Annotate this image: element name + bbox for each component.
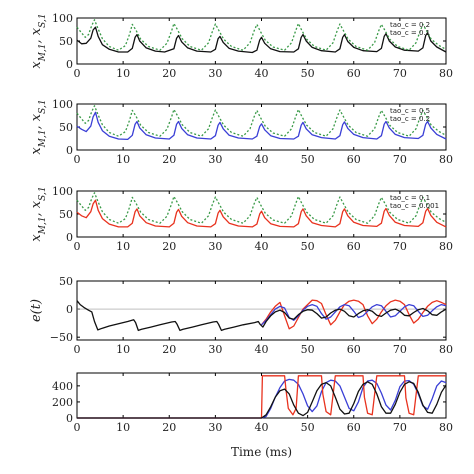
x-tick-label: 50 <box>301 153 315 166</box>
x-tick-label: 30 <box>208 67 222 80</box>
x-tick-label: 70 <box>393 421 407 434</box>
x-tick-label: 20 <box>162 67 176 80</box>
x-tick-label: 70 <box>393 67 407 80</box>
series-line-3 <box>76 300 447 332</box>
y-tick-label: 0 <box>66 412 73 425</box>
legend-entry: tao_c = 0.1 <box>390 194 430 202</box>
x-tick-label: 50 <box>301 421 315 434</box>
x-tick-label: 80 <box>439 343 453 356</box>
y-axis-label: xM,1, xS,1 <box>29 186 48 241</box>
x-tick-label: 40 <box>255 240 269 253</box>
x-tick-label: 0 <box>74 153 81 166</box>
y-axis-label: xM,1, xS,1 <box>29 13 48 68</box>
x-tick-label: 20 <box>162 240 176 253</box>
series-line-2 <box>76 192 447 224</box>
x-tick-label: 70 <box>393 343 407 356</box>
x-tick-label: 40 <box>255 421 269 434</box>
x-tick-label: 0 <box>74 240 81 253</box>
series-line-1 <box>76 111 447 141</box>
x-tick-label: 60 <box>347 343 361 356</box>
legend-entry: tao_c = 0.5 <box>390 107 430 115</box>
x-tick-label: 60 <box>347 67 361 80</box>
panel-c: 0 10 20 30 40 50 60 70 80 0 50 100 tao_c = 0.1tao_c … <box>29 185 453 253</box>
y-tick-label: 50 <box>59 121 73 134</box>
y-tick-label: 0 <box>66 144 73 157</box>
x-tick-label: 70 <box>393 240 407 253</box>
y-tick-label: 50 <box>59 275 73 288</box>
legend-entry: tao_c = 0.2 <box>390 21 430 29</box>
x-tick-label: 80 <box>439 153 453 166</box>
y-tick-label: 50 <box>59 208 73 221</box>
x-tick-label: 40 <box>255 67 269 80</box>
y-tick-label: 0 <box>66 58 73 71</box>
x-tick-label: 50 <box>301 343 315 356</box>
panel-a: 0 10 20 30 40 50 60 70 80 0 50 100 tao_c = 0.2tao_c … <box>29 12 453 80</box>
series-line-2 <box>261 303 447 326</box>
y-axis-label: e(t) <box>29 299 44 322</box>
x-tick-label: 60 <box>347 153 361 166</box>
x-tick-label: 10 <box>116 343 130 356</box>
x-tick-label: 40 <box>255 153 269 166</box>
y-axis-label: xM,1, xS,1 <box>29 99 48 154</box>
y-tick-label: 50 <box>59 35 73 48</box>
x-tick-label: 70 <box>393 153 407 166</box>
panel-b: 0 10 20 30 40 50 60 70 80 0 50 100 tao_c = 0.5tao_c … <box>29 98 453 166</box>
x-tick-label: 30 <box>208 421 222 434</box>
y-tick-label: 100 <box>52 98 73 111</box>
series-line-2 <box>76 105 447 137</box>
legend-entry: tao_c = 0.2 <box>390 115 430 123</box>
y-tick-label: 0 <box>66 231 73 244</box>
x-tick-label: 10 <box>116 67 130 80</box>
x-tick-label: 10 <box>116 421 130 434</box>
legend-entry: tao_c = 0.001 <box>390 202 439 210</box>
x-tick-label: 60 <box>347 421 361 434</box>
series-line-2 <box>76 19 447 51</box>
series-line-2 <box>77 375 446 419</box>
x-tick-label: 10 <box>116 153 130 166</box>
series-line-1 <box>260 299 447 330</box>
legend-entry: tao_c = 0.1 <box>390 29 430 37</box>
x-tick-label: 80 <box>439 67 453 80</box>
y-tick-label: 400 <box>52 380 73 393</box>
y-tick-label: 100 <box>52 185 73 198</box>
x-tick-label: 80 <box>439 240 453 253</box>
x-tick-label: 60 <box>347 240 361 253</box>
series-line-3 <box>77 381 447 419</box>
x-axis-label: Time (ms) <box>231 445 292 459</box>
y-tick-label: −50 <box>50 331 73 344</box>
x-tick-label: 30 <box>208 153 222 166</box>
x-tick-label: 0 <box>74 67 81 80</box>
x-tick-label: 80 <box>439 421 453 434</box>
x-tick-label: 30 <box>208 240 222 253</box>
x-tick-label: 20 <box>162 343 176 356</box>
x-tick-label: 20 <box>162 421 176 434</box>
series-line-1 <box>76 199 447 228</box>
x-tick-label: 30 <box>208 343 222 356</box>
x-tick-label: 50 <box>301 240 315 253</box>
x-tick-label: 40 <box>255 343 269 356</box>
x-tick-label: 10 <box>116 240 130 253</box>
x-tick-label: 20 <box>162 153 176 166</box>
y-tick-label: 100 <box>52 12 73 25</box>
y-tick-label: 200 <box>52 396 73 409</box>
series-line-1 <box>76 26 447 54</box>
x-tick-label: 0 <box>74 343 81 356</box>
x-tick-label: 50 <box>301 67 315 80</box>
x-tick-label: 0 <box>74 421 81 434</box>
y-tick-label: 0 <box>66 303 73 316</box>
